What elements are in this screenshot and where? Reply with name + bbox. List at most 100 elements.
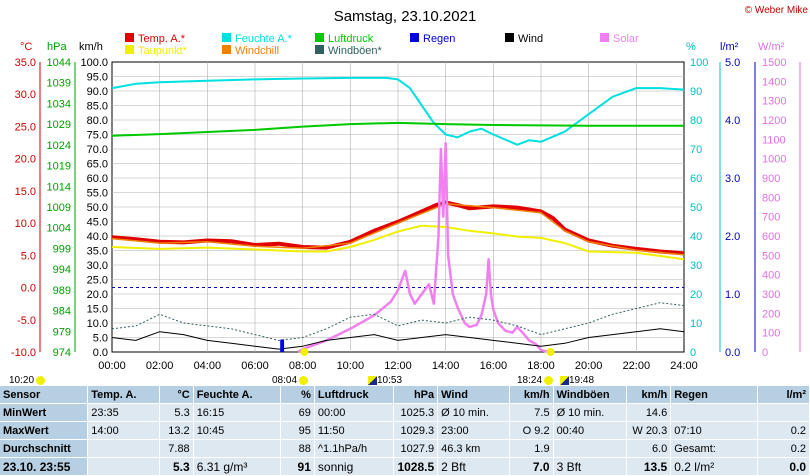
table-header-cell: Windböen	[553, 386, 628, 404]
temp-unit-label: °C	[20, 41, 32, 53]
solar-tick-label: 1400	[762, 76, 786, 88]
table-cell: 88	[280, 439, 315, 458]
table-cell: Ø 10 min.	[553, 403, 628, 422]
humidity-unit-label: %	[686, 41, 696, 53]
table-header-cell: Regen	[670, 386, 759, 404]
temp-tick-label: -10.0	[11, 347, 36, 359]
pressure-tick-label: 1034	[47, 98, 71, 110]
table-cell	[87, 457, 160, 476]
table-cell: 1.9	[509, 439, 554, 458]
wind-tick-label: 10.0	[87, 318, 108, 330]
humidity-tick-label: 80	[690, 115, 702, 127]
table-cell: ^1.1hPa/h	[314, 439, 395, 458]
chart-legend: Temp. A.* Feuchte A.* Luftdruck Regen Wind So…	[125, 33, 639, 57]
wind-tick-label: 85.0	[87, 101, 108, 113]
table-header-cell: Luftdruck	[314, 386, 395, 404]
wind-tick-label: 25.0	[87, 275, 108, 287]
time-tick-label: 20:00	[575, 360, 603, 372]
time-tick-label: 08:00	[289, 360, 317, 372]
sunrise-label: 08:04	[272, 375, 309, 386]
solar-tick-label: 1000	[762, 154, 786, 166]
legend-swatch	[410, 33, 419, 42]
solar-tick-label: 600	[762, 231, 780, 243]
legend-swatch	[222, 33, 231, 42]
table-header-cell: %	[280, 386, 315, 404]
table-cell: 3 Bft	[553, 457, 628, 476]
wind-tick-label: 95.0	[87, 72, 108, 84]
solar-tick-label: 100	[762, 328, 780, 340]
table-cell: 0.2	[757, 439, 810, 458]
table-cell: 6.31 g/m³	[193, 457, 282, 476]
wind-tick-label: 80.0	[87, 115, 108, 127]
time-tick-label: 18:00	[527, 360, 555, 372]
chart-series	[111, 76, 685, 354]
wind-unit-label: km/h	[79, 41, 103, 53]
first-time-label: 10:20	[9, 375, 46, 386]
table-cell: 13.2	[159, 421, 194, 440]
temp-tick-label: 35.0	[15, 57, 36, 69]
table-cell: 11:50	[314, 421, 395, 440]
table-cell: O 9.2	[509, 421, 554, 440]
solar-tick-label: 400	[762, 270, 780, 282]
legend-swatch	[125, 45, 134, 54]
table-header-cell: Wind	[437, 386, 510, 404]
pressure-tick-label: 1039	[47, 78, 71, 90]
wind-tick-label: 90.0	[87, 86, 108, 98]
weather-chart: Samstag, 23.10.2021 © Weber Mike Temp. A…	[11, 5, 809, 372]
table-cell: 0.2	[757, 421, 810, 440]
wind-tick-label: 65.0	[87, 159, 108, 171]
table-row-label: MinWert	[0, 403, 89, 422]
temp-tick-label: -5.0	[17, 315, 36, 327]
series-line-wind	[111, 328, 685, 350]
pressure-tick-label: 1014	[47, 181, 71, 193]
table-header-cell: l/m²	[757, 386, 810, 404]
wind-tick-label: 30.0	[87, 260, 108, 272]
wind-tick-label: 0.0	[93, 347, 108, 359]
table-cell: 6.0	[626, 439, 672, 458]
legend-label: Feuchte A.*	[235, 33, 293, 45]
table-header-cell: Sensor	[0, 386, 89, 404]
rain-tick-label: 5.0	[725, 57, 740, 69]
pressure-tick-label: 1009	[47, 202, 71, 214]
high2-label: 19:48	[560, 375, 594, 386]
series-line-windchill	[111, 203, 685, 256]
humidity-tick-label: 50	[690, 202, 702, 214]
table-cell: 23:00	[437, 421, 510, 440]
solar-tick-label: 500	[762, 250, 780, 262]
pressure-tick-label: 974	[53, 347, 71, 359]
table-cell: 14.6	[626, 403, 672, 422]
table-cell: 07:10	[670, 421, 759, 440]
table-cell: 23:35	[87, 403, 160, 422]
temp-tick-label: 15.0	[15, 186, 36, 198]
table-cell: 1028.5	[393, 457, 439, 476]
legend-label: Solar	[613, 33, 639, 45]
legend-swatch	[505, 33, 514, 42]
pressure-tick-label: 999	[53, 243, 71, 255]
temp-tick-label: 30.0	[15, 89, 36, 101]
table-cell: 7.5	[509, 403, 554, 422]
table-row-label: 23.10. 23:55	[0, 457, 89, 476]
solar-tick-label: 200	[762, 308, 780, 320]
copyright-label: © Weber Mike	[745, 5, 809, 16]
solar-unit-label: W/m²	[758, 41, 785, 53]
legend-label: Taupunkt*	[138, 45, 188, 57]
humidity-tick-label: 90	[690, 86, 702, 98]
solar-tick-label: 1300	[762, 96, 786, 108]
pressure-tick-label: 994	[53, 264, 71, 276]
time-tick-label: 04:00	[194, 360, 222, 372]
table-header-cell: hPa	[393, 386, 439, 404]
wind-tick-label: 70.0	[87, 144, 108, 156]
table-header-cell: km/h	[626, 386, 672, 404]
humidity-tick-label: 20	[690, 289, 702, 301]
chart-title: Samstag, 23.10.2021	[334, 8, 477, 25]
time-tick-label: 16:00	[480, 360, 508, 372]
table-cell: 00:00	[314, 403, 395, 422]
table-cell	[670, 403, 759, 422]
table-cell: 69	[280, 403, 315, 422]
table-cell: 10:45	[193, 421, 282, 440]
rain-tick-label: 0.0	[725, 347, 740, 359]
table-header-row: Sensor Temp. A. °C Feuchte A.% Luftdruck hPa W…	[0, 386, 810, 404]
table-cell: 16:15	[193, 403, 282, 422]
table-cell: 5.3	[159, 403, 194, 422]
rain-tick-label: 1.0	[725, 289, 740, 301]
